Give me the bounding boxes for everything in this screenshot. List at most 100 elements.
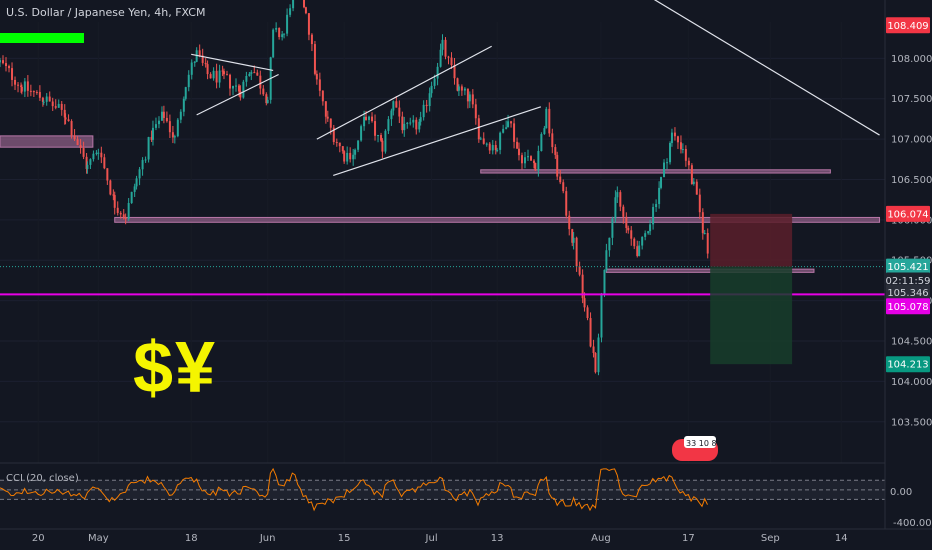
countdown-badge[interactable]: 33 10 8	[672, 436, 718, 461]
candle-body	[622, 206, 625, 217]
candle-body	[35, 91, 38, 93]
candle-body	[14, 79, 17, 85]
candle-body	[384, 130, 387, 152]
candle-body	[324, 101, 327, 117]
candle-body	[505, 127, 508, 129]
candle-body	[571, 229, 574, 243]
candle-body	[245, 76, 248, 82]
candle-body	[676, 136, 679, 143]
candle-body	[349, 152, 352, 160]
candle-body	[346, 152, 349, 162]
candle-body	[51, 101, 54, 107]
candle-body	[644, 233, 647, 237]
candle-body	[655, 204, 658, 208]
candle-body	[64, 117, 67, 120]
time-axis-label: Jul	[425, 533, 438, 544]
candle-body	[540, 134, 543, 152]
candle-body	[168, 121, 171, 133]
candle-body	[583, 298, 586, 308]
time-axis[interactable]: 20 May 18 Jun 15 Jul 13 Aug 17 Sep 14	[32, 533, 848, 544]
candle-body	[63, 109, 66, 118]
candle-body	[354, 149, 357, 155]
candle-body	[310, 34, 313, 45]
candle-body	[660, 177, 663, 188]
candle-body	[395, 101, 398, 108]
candle-body	[491, 145, 494, 151]
candle-body	[326, 116, 329, 119]
badge-text: 33 10 8	[686, 439, 717, 448]
price-tick-label: 106.500	[891, 175, 932, 186]
short-position-tool[interactable]	[710, 213, 793, 365]
candle-body	[523, 157, 526, 164]
candle-body	[430, 85, 433, 94]
price-tick-label: 103.500	[891, 417, 932, 428]
candle-body	[130, 191, 133, 203]
candle-body	[321, 90, 324, 102]
candle-body	[182, 98, 185, 112]
candle-body	[338, 142, 341, 147]
trendlines[interactable]	[191, 0, 880, 177]
candle-body	[313, 44, 316, 74]
stop-loss-zone	[710, 213, 793, 267]
candle-body	[20, 85, 23, 87]
candle-body	[352, 154, 355, 160]
time-axis-label: 14	[835, 533, 848, 544]
candle-body	[73, 135, 76, 140]
candle-body	[0, 60, 1, 63]
candle-body	[666, 162, 669, 164]
candle-body	[460, 86, 463, 91]
candle-body	[116, 207, 119, 213]
candle-body	[256, 72, 259, 76]
candle-body	[641, 236, 644, 246]
candle-body	[329, 118, 332, 128]
candle-body	[466, 88, 469, 102]
candle-body	[165, 117, 168, 122]
candle-body	[225, 74, 228, 76]
candle-body	[597, 337, 600, 373]
candle-body	[106, 168, 109, 181]
candle-body	[605, 250, 608, 270]
green-marker	[0, 33, 84, 43]
candle-body	[368, 116, 371, 120]
candle-body	[38, 92, 41, 98]
candle-body	[592, 346, 595, 353]
candle-body	[70, 121, 73, 136]
candle-body	[187, 74, 190, 88]
candle-body	[109, 180, 112, 195]
candle-body	[510, 121, 513, 124]
trendline	[653, 0, 880, 136]
candle-body	[706, 233, 709, 254]
cci-line	[0, 467, 708, 512]
candle-body	[698, 194, 701, 213]
time-axis-label: 20	[32, 533, 45, 544]
candle-body	[151, 127, 154, 140]
candle-body	[578, 266, 581, 275]
candle-body	[562, 182, 565, 192]
candle-body	[468, 94, 471, 102]
candle-body	[551, 133, 554, 148]
badge-inner	[684, 436, 716, 448]
price-tag-box	[886, 205, 930, 222]
candle-body	[281, 34, 284, 38]
candle-body	[534, 163, 537, 171]
candle-body	[415, 119, 418, 130]
candle-body	[162, 111, 165, 118]
candle-body	[124, 217, 127, 219]
candle-body	[97, 152, 100, 154]
price-tick-label: 104.500	[891, 337, 932, 348]
price-tag-box	[886, 258, 930, 275]
candle-body	[8, 66, 11, 69]
candle-body	[209, 74, 212, 79]
candle-body	[687, 160, 690, 166]
candle-body	[520, 155, 523, 164]
candle-body	[586, 307, 589, 319]
candle-body	[380, 135, 383, 141]
candle-body	[507, 121, 510, 128]
candle-body	[198, 50, 201, 56]
candle-body	[160, 111, 163, 121]
candle-body	[418, 121, 421, 130]
candle-body	[690, 165, 693, 185]
candle-body	[212, 70, 215, 79]
candle-body	[537, 151, 540, 171]
